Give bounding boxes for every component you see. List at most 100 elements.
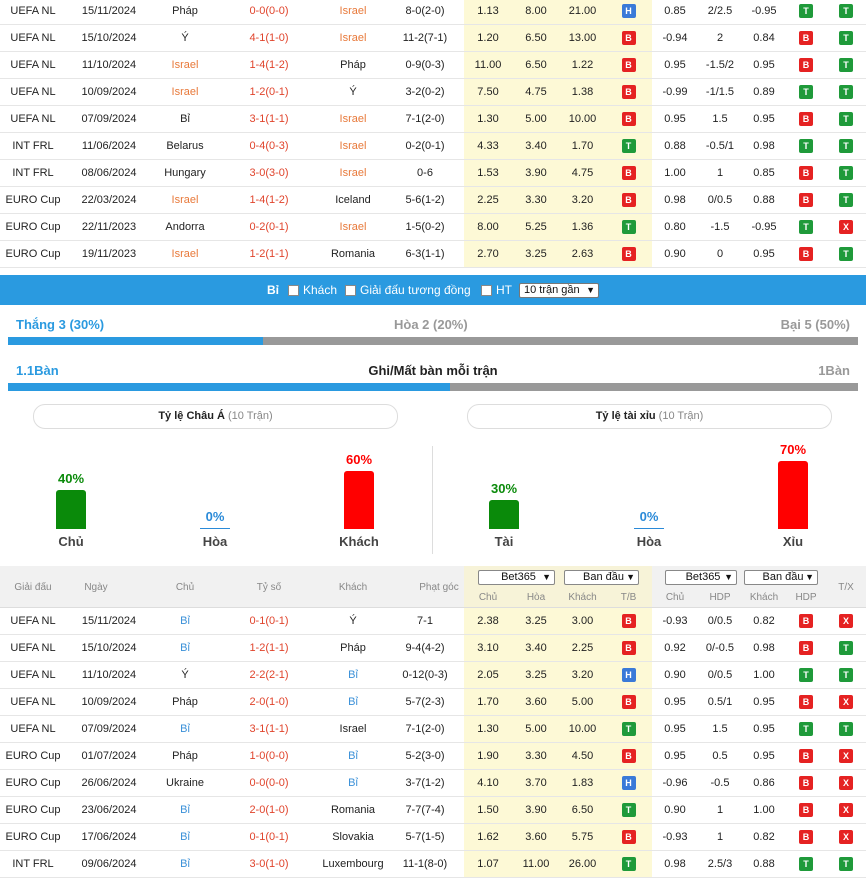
date-cell: 19/11/2023 bbox=[81, 248, 137, 260]
o2-cell: 3.30 bbox=[512, 187, 560, 213]
o3-cell: 3.20 bbox=[560, 187, 605, 213]
win-progress-bar bbox=[8, 337, 263, 345]
ht-filter[interactable]: HT bbox=[481, 275, 512, 305]
match-count-select[interactable]: 10 trận gần ▼ bbox=[519, 283, 599, 298]
o1-cell: 1.20 bbox=[464, 25, 512, 51]
league-cell: UEFA NL bbox=[10, 32, 56, 44]
tx-badge: X bbox=[839, 614, 853, 629]
similar-league-checkbox[interactable] bbox=[345, 285, 356, 297]
chevron-down-icon: ▼ bbox=[586, 285, 595, 295]
o1-cell: 2.25 bbox=[464, 187, 512, 213]
o2-cell: 3.90 bbox=[512, 797, 560, 823]
score-cell: 1-4(1-2) bbox=[249, 194, 289, 206]
bookmaker-select-1[interactable]: Bet365 ▼ bbox=[478, 570, 555, 585]
date-cell: 07/09/2024 bbox=[81, 723, 137, 735]
tx-badge: T bbox=[839, 857, 853, 872]
ht-checkbox[interactable] bbox=[481, 285, 492, 297]
h2-cell: 0.5 bbox=[712, 750, 728, 762]
hdp-cell: T bbox=[786, 851, 826, 877]
score-cell: 0-0(0-0) bbox=[249, 777, 289, 789]
tx-cell: T bbox=[826, 0, 866, 24]
h3-cell: 0.95 bbox=[753, 248, 775, 260]
tx-cell: T bbox=[826, 241, 866, 267]
hdp-cell: T bbox=[786, 133, 826, 159]
h1-cell: 0.90 bbox=[664, 248, 686, 260]
date-cell: 17/06/2024 bbox=[81, 831, 137, 843]
away-cell: Israel bbox=[339, 167, 367, 179]
o3-cell: 6.50 bbox=[560, 797, 605, 823]
filter-bar: Bỉ Khách Giải đấu tương đồng HT 10 trận … bbox=[0, 275, 866, 305]
overunder-label: Hòa bbox=[636, 534, 662, 549]
score-cell: 1-2(1-1) bbox=[249, 248, 289, 260]
period-select-2[interactable]: Ban đầu ▼ bbox=[744, 570, 818, 585]
home-cell: Bỉ bbox=[180, 642, 190, 654]
asian-bar bbox=[200, 528, 230, 529]
o2-cell: 11.00 bbox=[512, 851, 560, 877]
hdp-cell: B bbox=[786, 106, 826, 132]
home-cell: Pháp bbox=[172, 696, 198, 708]
o1-cell: 1.07 bbox=[464, 851, 512, 877]
h3-cell: 0.89 bbox=[753, 86, 775, 98]
away-checkbox[interactable] bbox=[288, 285, 299, 297]
asian-count: (10 Trận) bbox=[228, 410, 273, 422]
date-cell: 15/11/2024 bbox=[81, 615, 137, 627]
h3-cell: 0.95 bbox=[753, 113, 775, 125]
away-filter[interactable]: Khách bbox=[288, 275, 337, 305]
h2-cell: 1.5 bbox=[712, 723, 728, 735]
home-cell: Andorra bbox=[165, 221, 205, 233]
home-cell: Bỉ bbox=[180, 858, 190, 870]
hdp-cell: B bbox=[786, 824, 826, 850]
home-cell: Bỉ bbox=[180, 113, 190, 125]
o3-cell: 1.22 bbox=[560, 52, 605, 78]
tx-badge: X bbox=[839, 749, 853, 764]
h1-cell: 0.80 bbox=[664, 221, 686, 233]
table-row: EURO Cup 17/06/2024 Bỉ 0-1(0-1) Slovakia 5-7(… bbox=[0, 824, 866, 851]
overunder-pct: 30% bbox=[490, 481, 518, 496]
win-stat: Thắng 3 (30%) bbox=[16, 317, 105, 332]
chevron-down-icon: ▼ bbox=[626, 572, 635, 582]
tx-badge: X bbox=[839, 830, 853, 845]
hdp-cell: B bbox=[786, 770, 826, 796]
hdp-badge: T bbox=[799, 85, 813, 100]
hdp-badge: T bbox=[799, 857, 813, 872]
hdp-badge: T bbox=[799, 668, 813, 683]
score-cell: 2-0(1-0) bbox=[249, 696, 289, 708]
match-count-value: 10 trận gần bbox=[524, 284, 580, 296]
h2-cell: -1.5 bbox=[710, 221, 730, 233]
hdp-badge: B bbox=[799, 112, 813, 127]
bookmaker-select-2[interactable]: Bet365 ▼ bbox=[665, 570, 737, 585]
o1-cell: 1.70 bbox=[464, 689, 512, 715]
date-cell: 15/10/2024 bbox=[81, 642, 137, 654]
goals-conceded-bar bbox=[450, 383, 858, 391]
overunder-bar bbox=[634, 528, 664, 529]
o1-cell: 4.33 bbox=[464, 133, 512, 159]
score-cell: 3-1(1-1) bbox=[249, 113, 289, 125]
hdp-badge: B bbox=[799, 776, 813, 791]
h1-cell: 0.85 bbox=[664, 5, 686, 17]
tx-cell: T bbox=[826, 662, 866, 688]
tx-badge: T bbox=[839, 4, 853, 19]
tb-cell: B bbox=[605, 635, 652, 661]
date-cell: 11/06/2024 bbox=[81, 140, 137, 152]
table-row: UEFA NL 07/09/2024 Bỉ 3-1(1-1) Israel 7-1(2-0… bbox=[0, 106, 866, 133]
away-cell: Pháp bbox=[340, 642, 366, 654]
period-select-1[interactable]: Ban đầu ▼ bbox=[564, 570, 639, 585]
table-row: INT FRL 11/06/2024 Belarus 0-4(0-3) Israel 0-… bbox=[0, 133, 866, 160]
tx-cell: T bbox=[826, 187, 866, 213]
tb-cell: B bbox=[605, 743, 652, 769]
ou-count: (10 Trận) bbox=[658, 410, 704, 422]
tb-badge: B bbox=[621, 58, 636, 73]
league-cell: EURO Cup bbox=[5, 221, 61, 233]
tb-cell: T bbox=[605, 851, 652, 877]
tx-badge: T bbox=[839, 166, 853, 181]
league-cell: UEFA NL bbox=[10, 723, 56, 735]
h1-cell: 0.95 bbox=[664, 696, 686, 708]
tx-cell: T bbox=[826, 160, 866, 186]
o3-cell: 26.00 bbox=[560, 851, 605, 877]
h3-cell: -0.95 bbox=[751, 221, 777, 233]
similar-league-filter[interactable]: Giải đấu tương đồng bbox=[345, 275, 471, 305]
table-row: EURO Cup 23/06/2024 Bỉ 2-0(1-0) Romania 7-7(7… bbox=[0, 797, 866, 824]
goals-conceded: 1Bàn bbox=[818, 363, 850, 378]
league-cell: EURO Cup bbox=[5, 831, 61, 843]
score-cell: 1-2(1-1) bbox=[249, 642, 289, 654]
